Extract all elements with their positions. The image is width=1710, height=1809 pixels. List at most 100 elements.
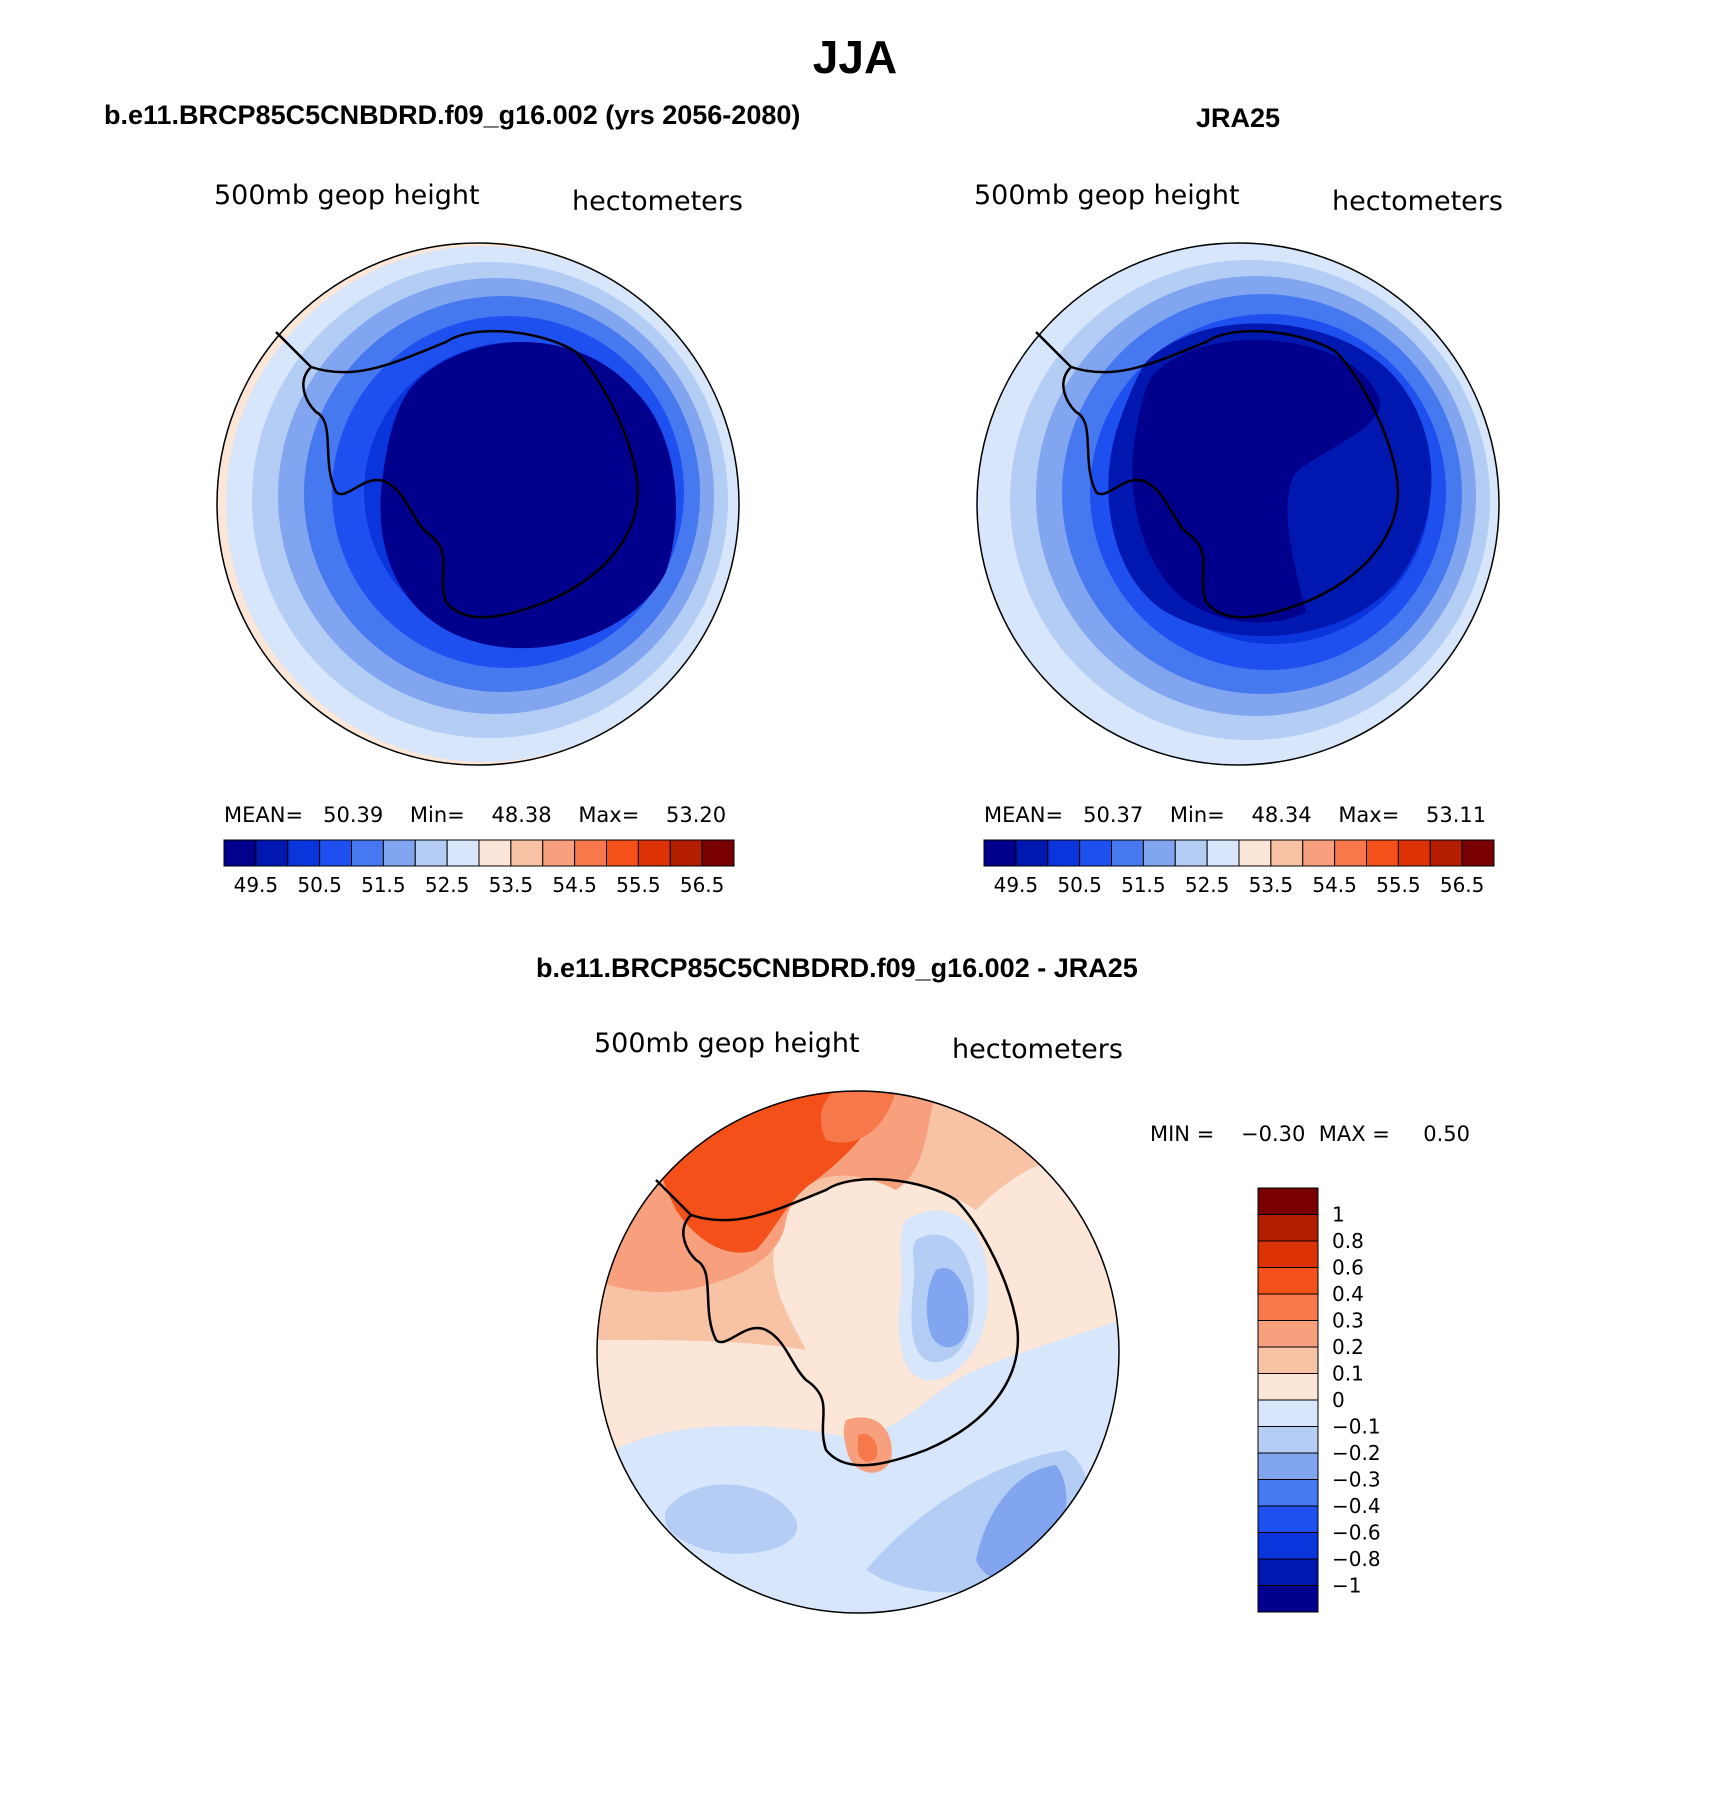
diff-colorbar-swatch <box>1257 1240 1319 1268</box>
antarctica-coastline <box>682 1177 1020 1467</box>
antarctica-coastline <box>1062 329 1400 619</box>
diff-colorbar-swatch <box>1257 1293 1319 1321</box>
model-colorbar-swatch <box>382 839 416 867</box>
diff-colorbar-swatch <box>1257 1346 1319 1374</box>
antarctica-coastline <box>302 329 640 619</box>
obs-colorbar-swatch <box>1079 839 1112 867</box>
model-colorbar-swatch <box>319 839 352 867</box>
panel-diff-min-value: −0.30 <box>1241 1122 1306 1146</box>
panel-diff-colorbar: 10.8 0.60.4 0.30.2 0.10 −0.1−0.2 −0.3−0.4 −0.6… <box>1257 1187 1381 1613</box>
model-colorbar-swatch <box>542 839 576 867</box>
diff-colorbar-tick-label: 0.2 <box>1332 1335 1364 1359</box>
panel-model-max-value: 53.20 <box>666 803 727 827</box>
panel-model-mean-label: MEAN= <box>224 803 304 827</box>
model-colorbar-tick-label: 51.5 <box>361 873 406 897</box>
diff-colorbar-tick-label: −0.2 <box>1332 1441 1381 1465</box>
panel-obs-mean-label: MEAN= <box>984 803 1064 827</box>
panel-obs-max-label: Max= <box>1338 803 1400 827</box>
diff-colorbar-tick-label: −0.1 <box>1332 1415 1381 1439</box>
panel-obs-max-value: 53.11 <box>1426 803 1487 827</box>
panel-model-colorbar: 49.5 50.5 51.5 52.5 53.5 54.5 55.5 56.5 <box>223 839 735 897</box>
model-colorbar-swatch <box>414 839 448 867</box>
obs-colorbar-swatch <box>1142 839 1176 867</box>
diff-colorbar-swatch <box>1257 1558 1319 1586</box>
model-colorbar-swatch <box>574 839 607 867</box>
model-colorbar-swatch <box>223 839 257 867</box>
panel-model-max-label: Max= <box>578 803 640 827</box>
panel-obs-min-value: 48.34 <box>1251 803 1312 827</box>
diff-colorbar-tick-label: −0.8 <box>1332 1547 1381 1571</box>
diff-colorbar-swatch <box>1257 1399 1319 1427</box>
obs-colorbar-tick-label: 55.5 <box>1376 873 1421 897</box>
panel-obs-colorbar: 49.5 50.5 51.5 52.5 53.5 54.5 55.5 56.5 <box>983 839 1495 897</box>
diff-colorbar-tick-label: 0 <box>1332 1388 1345 1412</box>
obs-colorbar-tick-label: 49.5 <box>994 873 1039 897</box>
diff-colorbar-tick-label: 1 <box>1332 1203 1345 1227</box>
model-colorbar-swatch <box>255 839 289 867</box>
diff-colorbar-tick-label: 0.1 <box>1332 1362 1364 1386</box>
diff-colorbar-swatch <box>1257 1320 1319 1348</box>
panel-diff-variable-label: 500mb geop height <box>594 1028 860 1059</box>
diff-colorbar-tick-label: −0.4 <box>1332 1494 1381 1518</box>
obs-colorbar-swatch <box>1302 839 1336 867</box>
panel-diff-max-label: MAX = <box>1318 1122 1390 1146</box>
panel-diff-minmax: MIN = −0.30 MAX = 0.50 <box>1150 1122 1470 1146</box>
panel-diff-units-label: hectometers <box>952 1034 1123 1065</box>
panel-obs-stats: MEAN= 50.37 Min= 48.34 Max= 53.11 <box>984 803 1486 827</box>
panel-model-min-label: Min= <box>409 803 465 827</box>
obs-colorbar-tick-label: 53.5 <box>1249 873 1294 897</box>
panel-obs-variable-label: 500mb geop height <box>974 180 1240 211</box>
diff-colorbar-swatch <box>1257 1426 1319 1454</box>
diff-colorbar-tick-label: 0.8 <box>1332 1229 1364 1253</box>
panel-obs-units-label: hectometers <box>1332 186 1503 217</box>
obs-colorbar-swatch <box>1111 839 1144 867</box>
obs-colorbar-swatch <box>983 839 1017 867</box>
diff-colorbar-swatch <box>1257 1505 1319 1533</box>
panel-diff-map <box>596 1090 1120 1614</box>
panel-model-stats: MEAN= 50.39 Min= 48.38 Max= 53.20 <box>224 803 726 827</box>
obs-colorbar-swatch <box>1366 839 1399 867</box>
model-colorbar-tick-label: 53.5 <box>489 873 534 897</box>
diff-colorbar-tick-label: −1 <box>1332 1574 1361 1598</box>
model-colorbar-tick-label: 56.5 <box>680 873 725 897</box>
obs-colorbar-tick-label: 52.5 <box>1185 873 1230 897</box>
panel-model-mean-value: 50.39 <box>323 803 384 827</box>
panel-obs-map <box>976 242 1500 766</box>
diff-colorbar-tick-label: 0.6 <box>1332 1256 1364 1280</box>
panel-obs-min-label: Min= <box>1169 803 1225 827</box>
model-colorbar-swatch <box>478 839 512 867</box>
panel-obs-title: JRA25 <box>1196 103 1281 133</box>
model-colorbar-swatch <box>606 839 639 867</box>
diff-colorbar-swatch <box>1257 1585 1319 1613</box>
diff-colorbar-swatch <box>1257 1187 1319 1215</box>
panel-model-min-value: 48.38 <box>491 803 552 827</box>
panel-diff-title: b.e11.BRCP85C5CNBDRD.f09_g16.002 - JRA25 <box>536 953 1138 983</box>
model-colorbar-tick-label: 55.5 <box>616 873 661 897</box>
diff-colorbar-tick-label: −0.3 <box>1332 1468 1381 1492</box>
diff-colorbar-swatch <box>1257 1267 1319 1295</box>
obs-colorbar-swatch <box>1334 839 1367 867</box>
model-colorbar-swatch <box>701 839 735 867</box>
model-colorbar-tick-label: 49.5 <box>234 873 279 897</box>
diff-colorbar-swatch <box>1257 1479 1319 1507</box>
obs-colorbar-tick-label: 54.5 <box>1312 873 1357 897</box>
obs-colorbar-tick-label: 51.5 <box>1121 873 1166 897</box>
model-colorbar-tick-label: 54.5 <box>552 873 597 897</box>
panel-model-variable-label: 500mb geop height <box>214 180 480 211</box>
diff-colorbar-swatch <box>1257 1373 1319 1401</box>
obs-colorbar-tick-label: 50.5 <box>1057 873 1102 897</box>
obs-colorbar-swatch <box>1015 839 1049 867</box>
diff-colorbar-tick-label: 0.4 <box>1332 1282 1364 1306</box>
model-colorbar-swatch <box>351 839 384 867</box>
panel-model-units-label: hectometers <box>572 186 743 217</box>
figure-title: JJA <box>812 31 898 83</box>
diff-colorbar-swatch <box>1257 1214 1319 1242</box>
obs-colorbar-swatch <box>1174 839 1208 867</box>
panel-diff-min-label: MIN = <box>1150 1122 1215 1146</box>
obs-colorbar-swatch <box>1429 839 1463 867</box>
diff-colorbar-tick-label: 0.3 <box>1332 1309 1364 1333</box>
obs-colorbar-swatch <box>1270 839 1304 867</box>
model-colorbar-swatch <box>446 839 480 867</box>
obs-colorbar-swatch <box>1238 839 1272 867</box>
obs-colorbar-swatch <box>1047 839 1081 867</box>
